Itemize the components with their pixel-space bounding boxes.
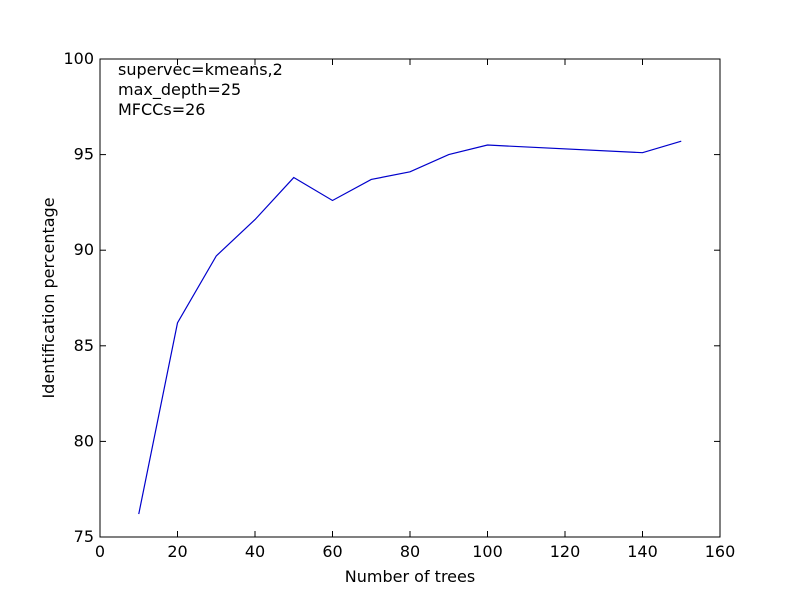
ticks-layer: 0 20 40 60 80 100 120 140 160 75 80 85 90 95 100	[63, 49, 735, 561]
annotation-text: max_depth=25	[118, 80, 241, 100]
x-tick-label: 120	[550, 542, 581, 561]
plot-frame	[99, 58, 721, 538]
annotation-text: supervec=kmeans,2	[118, 60, 283, 79]
x-tick-label: 40	[245, 542, 265, 561]
x-axis-label: Number of trees	[345, 567, 475, 586]
x-tick-label: 60	[322, 542, 342, 561]
y-axis-label: Identification percentage	[39, 197, 58, 398]
y-tick-label: 75	[74, 527, 94, 546]
annotation-text: MFCCs=26	[118, 100, 205, 119]
y-tick-label: 95	[74, 145, 94, 164]
x-tick-label: 160	[705, 542, 736, 561]
plot-area	[99, 58, 721, 538]
x-tick-label: 20	[167, 542, 187, 561]
x-tick-label: 100	[472, 542, 503, 561]
y-tick-label: 85	[74, 336, 94, 355]
y-tick-label: 80	[74, 431, 94, 450]
x-tick-label: 140	[627, 542, 658, 561]
x-tick-label: 0	[95, 542, 105, 561]
series-layer	[138, 140, 682, 515]
series-line-0	[138, 140, 682, 515]
y-tick-label: 100	[63, 49, 94, 68]
x-tick-label: 80	[400, 542, 420, 561]
y-tick-label: 90	[74, 240, 94, 259]
